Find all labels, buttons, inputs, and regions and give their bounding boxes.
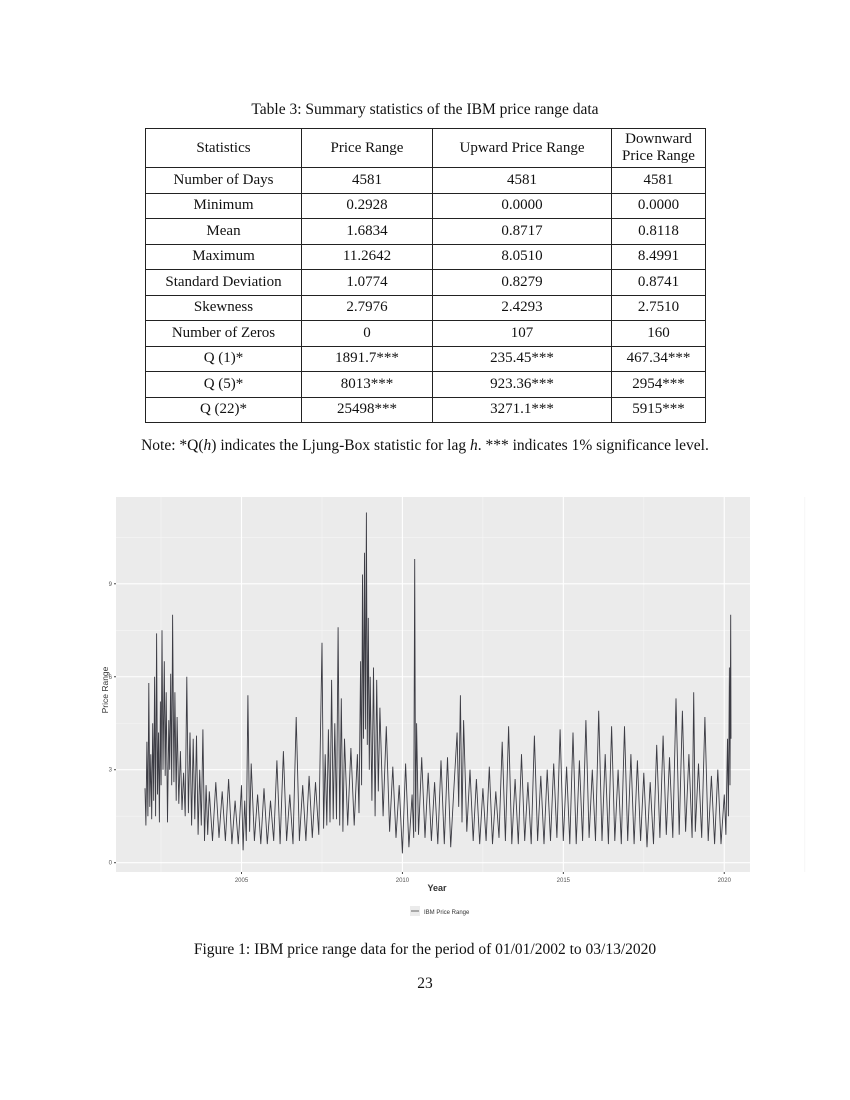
row-label-cell: Q (5)* — [145, 371, 302, 398]
value-cell: 160 — [611, 320, 706, 347]
note-text: ) indicates the Ljung-Box statistic for … — [211, 437, 470, 454]
x-tick-label: 2015 — [557, 878, 571, 884]
value-cell: 1.0774 — [301, 269, 433, 296]
x-tick-label: 2010 — [396, 878, 410, 884]
value-cell: 0.8118 — [611, 218, 706, 245]
row-label-cell: Mean — [145, 218, 302, 245]
series-line-ibm-price-range — [144, 512, 732, 854]
value-cell: 923.36*** — [432, 371, 612, 398]
y-axis-label: Price Range — [100, 666, 110, 713]
value-cell: 1891.7*** — [301, 345, 433, 372]
x-tick-label: 2020 — [718, 878, 732, 884]
page-number: 23 — [417, 975, 433, 992]
value-cell: 0.2928 — [301, 192, 433, 219]
table-row: Skewness 2.7976 2.4293 2.7510 — [145, 294, 706, 321]
value-cell: 107 — [432, 320, 612, 347]
table-row: Number of Days 4581 4581 4581 — [145, 167, 706, 194]
value-cell: 2.4293 — [432, 294, 612, 321]
row-label-cell: Q (1)* — [145, 345, 302, 372]
value-cell: 4581 — [301, 167, 433, 194]
row-label-cell: Q (22)* — [145, 396, 302, 423]
x-axis-label: Year — [427, 883, 447, 893]
value-cell: 1.6834 — [301, 218, 433, 245]
table-row: Q (22)* 25498*** 3271.1*** 5915*** — [145, 396, 706, 423]
note-text: h — [203, 437, 212, 454]
table-row: Number of Zeros 0 107 160 — [145, 320, 706, 347]
value-cell: 0.8279 — [432, 269, 612, 296]
y-tick-label: 0 — [109, 861, 113, 867]
row-label-cell: Number of Days — [145, 167, 302, 194]
table-row: Mean 1.6834 0.8717 0.8118 — [145, 218, 706, 245]
value-cell: 2.7510 — [611, 294, 706, 321]
table-caption: Table 3: Summary statistics of the IBM p… — [251, 101, 599, 118]
table-header-row: Statistics Price Range Upward Price Rang… — [145, 128, 706, 168]
note-text: Note: *Q( — [141, 437, 204, 454]
value-cell: 3271.1*** — [432, 396, 612, 423]
summary-statistics-table: Statistics Price Range Upward Price Rang… — [145, 128, 706, 423]
header-cell: Upward Price Range — [432, 128, 612, 168]
value-cell: 5915*** — [611, 396, 706, 423]
value-cell: 8.4991 — [611, 243, 706, 270]
value-cell: 467.34*** — [611, 345, 706, 372]
table-row: Q (5)* 8013*** 923.36*** 2954*** — [145, 371, 706, 398]
row-label-cell: Standard Deviation — [145, 269, 302, 296]
table-note: Note: *Q(h) indicates the Ljung-Box stat… — [0, 437, 850, 455]
value-cell: 235.45*** — [432, 345, 612, 372]
table-row: Maximum 11.2642 8.0510 8.4991 — [145, 243, 706, 270]
value-cell: 25498*** — [301, 396, 433, 423]
header-cell: Price Range — [301, 128, 433, 168]
x-tick-label: 2005 — [235, 878, 249, 884]
row-label-cell: Skewness — [145, 294, 302, 321]
table-row: Q (1)* 1891.7*** 235.45*** 467.34*** — [145, 345, 706, 372]
y-tick-label: 6 — [109, 675, 113, 681]
note-text: h — [469, 437, 478, 454]
value-cell: 2954*** — [611, 371, 706, 398]
figure-caption: Figure 1: IBM price range data for the p… — [193, 941, 657, 958]
header-cell: Downward Price Range — [611, 128, 706, 168]
note-text: . *** indicates 1% significance level. — [477, 437, 709, 454]
row-label-cell: Number of Zeros — [145, 320, 302, 347]
legend-label: IBM Price Range — [424, 910, 470, 916]
value-cell: 4581 — [611, 167, 706, 194]
header-cell: Statistics — [145, 128, 302, 168]
y-tick-label: 9 — [109, 582, 113, 588]
y-tick-label: 3 — [109, 768, 113, 774]
